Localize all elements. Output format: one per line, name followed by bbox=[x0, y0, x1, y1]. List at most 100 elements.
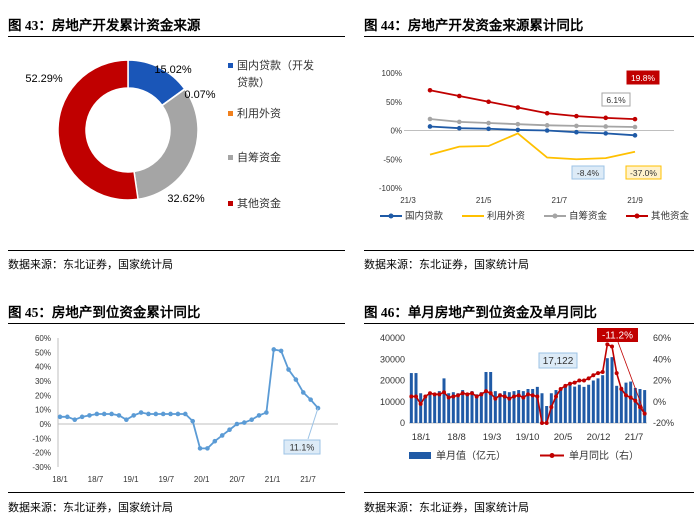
series-point bbox=[470, 391, 474, 396]
series-point bbox=[109, 411, 114, 417]
series-point bbox=[227, 427, 232, 433]
series-point-3 bbox=[603, 115, 609, 121]
annotation-box-1 bbox=[538, 352, 578, 369]
bar bbox=[451, 392, 455, 423]
bar bbox=[498, 393, 502, 423]
series-point bbox=[205, 446, 210, 451]
series-line-1 bbox=[429, 132, 636, 161]
series-point bbox=[568, 381, 572, 386]
annotation-label-3: -37.0% bbox=[630, 168, 657, 178]
series-point bbox=[286, 367, 291, 372]
bar bbox=[470, 391, 474, 423]
bar bbox=[442, 378, 446, 423]
series-point-3 bbox=[486, 99, 491, 105]
series-point bbox=[502, 394, 507, 399]
x-tick-label: 18/1 bbox=[412, 432, 431, 443]
annotation-box-0 bbox=[626, 70, 660, 85]
series-line-2 bbox=[429, 118, 636, 128]
series-point-2 bbox=[515, 121, 521, 127]
annotation-label-1: 6.1% bbox=[606, 95, 626, 105]
series-point bbox=[558, 387, 563, 391]
bar bbox=[540, 393, 544, 423]
series-point bbox=[234, 421, 240, 427]
series-point bbox=[308, 397, 313, 402]
series-point bbox=[484, 389, 488, 394]
y-tick-label: -30% bbox=[32, 463, 51, 472]
series-point bbox=[160, 411, 166, 417]
y-tick-label: 0% bbox=[390, 127, 402, 136]
series-point bbox=[633, 398, 638, 403]
series-point-3 bbox=[632, 116, 638, 122]
series-point bbox=[479, 392, 484, 397]
bar bbox=[484, 372, 488, 423]
fig45-top-rule bbox=[8, 323, 345, 324]
series-point-2 bbox=[574, 123, 579, 129]
series-point bbox=[586, 376, 591, 381]
y-tick-label: -100% bbox=[379, 184, 402, 193]
series-point bbox=[610, 344, 614, 349]
legend-label-1: 利用外资 bbox=[237, 107, 281, 120]
y-tick-label: 20% bbox=[35, 391, 51, 400]
series-point bbox=[432, 392, 437, 397]
series-point bbox=[638, 405, 642, 410]
series-point-0 bbox=[574, 129, 579, 135]
series-point bbox=[614, 371, 619, 376]
series-point bbox=[493, 396, 498, 401]
legend-label-0: 国内贷款 bbox=[405, 210, 444, 222]
bar bbox=[419, 393, 423, 423]
x-tick-label: 19/10 bbox=[516, 432, 540, 443]
x-tick-label: 19/1 bbox=[123, 475, 139, 484]
legend-label-0-wrap: 贷款） bbox=[237, 75, 270, 89]
series-point bbox=[516, 393, 521, 398]
y-left-tick-label: 10000 bbox=[380, 397, 405, 407]
series-point bbox=[526, 392, 530, 397]
annotation-box-1 bbox=[601, 92, 631, 107]
fig44-line-chart: 100% 50% 0% -50% -100% 21/3 21/5 21/7 21/9 19.8% 6… bbox=[379, 69, 690, 222]
donut-slice-3 bbox=[57, 59, 139, 201]
x-tick-label: 21/1 bbox=[265, 475, 281, 484]
series-point bbox=[293, 377, 299, 382]
x-tick-label: 18/7 bbox=[88, 475, 104, 484]
series-point-2 bbox=[427, 116, 433, 122]
annotation-leader bbox=[307, 407, 319, 440]
series-point bbox=[138, 410, 144, 415]
series-point bbox=[94, 411, 100, 417]
fig43-bottom-rule bbox=[8, 250, 345, 251]
y-tick-label: 40% bbox=[35, 363, 51, 372]
bar bbox=[521, 391, 525, 423]
series-point bbox=[428, 391, 432, 396]
series-point-0 bbox=[427, 124, 433, 129]
legend-marker-2 bbox=[228, 155, 233, 160]
annotation-leader-0 bbox=[617, 341, 646, 414]
series-point bbox=[591, 373, 596, 378]
bar bbox=[601, 375, 605, 423]
series-line bbox=[60, 348, 319, 450]
series-point bbox=[264, 410, 269, 415]
y-right-tick-label: -20% bbox=[653, 418, 674, 428]
series-point-0 bbox=[544, 128, 550, 133]
series-point-2 bbox=[603, 124, 609, 129]
fig45-line-chart: 60% 50% 40% 30% 20% 10% 0% -10% -20% -30%18/1 18/7… bbox=[32, 334, 338, 484]
bar bbox=[489, 372, 493, 423]
series-point bbox=[87, 413, 92, 418]
x-tick-label: 19/3 bbox=[483, 432, 502, 443]
series-point bbox=[600, 370, 605, 374]
fig45-source: 数据来源：东北证券，国家统计局 bbox=[8, 502, 173, 514]
series-point bbox=[596, 371, 600, 376]
bar bbox=[479, 392, 483, 423]
x-tick-label: 18/8 bbox=[447, 432, 466, 443]
annotation-box-2 bbox=[571, 165, 605, 180]
annotation-label: 11.1% bbox=[290, 443, 315, 453]
donut-label-1: 0.07% bbox=[184, 89, 215, 101]
series-point bbox=[442, 390, 446, 395]
fig44-bottom-rule bbox=[364, 250, 694, 251]
y-left-tick-label: 20000 bbox=[380, 376, 405, 386]
series-line-3 bbox=[429, 89, 636, 121]
series-point bbox=[549, 405, 554, 410]
y-right-tick-label: 40% bbox=[653, 354, 671, 364]
series-point bbox=[512, 394, 516, 399]
x-tick-label: 20/12 bbox=[587, 432, 611, 443]
fig45-bottom-rule bbox=[8, 492, 345, 493]
bar bbox=[563, 386, 567, 423]
fig43-title: 图 43：房地产开发累计资金来源 bbox=[8, 18, 201, 33]
